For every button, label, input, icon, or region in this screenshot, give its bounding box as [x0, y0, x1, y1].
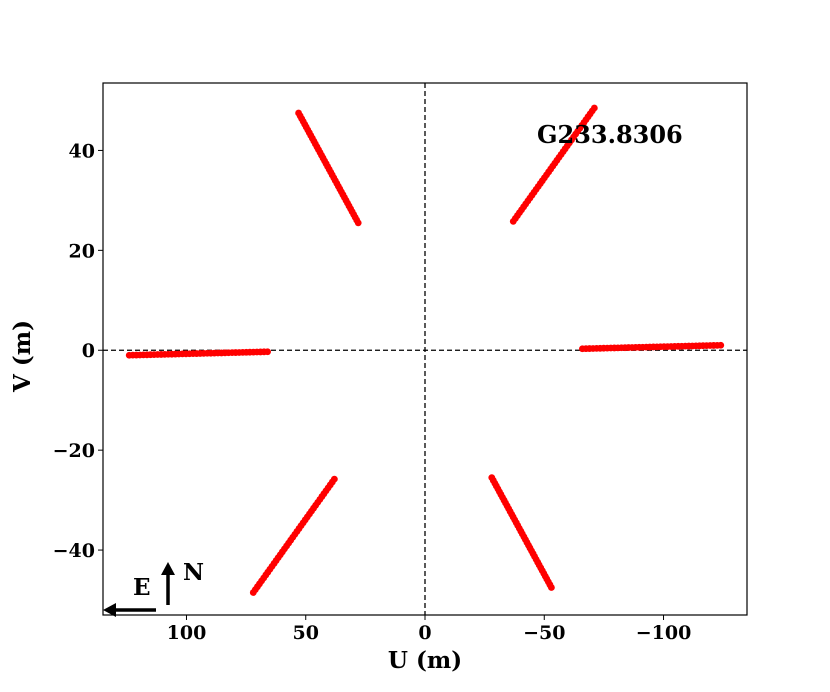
compass: E N	[103, 559, 204, 617]
x-tick-label: 100	[167, 622, 207, 644]
data-point	[264, 348, 271, 356]
plot-frame	[102, 82, 748, 616]
data-point	[330, 475, 338, 483]
north-arrow-head	[161, 562, 175, 575]
axis-ticks: 100 50 0 −50 −100 40 20 0 −20 −40	[53, 140, 692, 644]
x-tick-label: −100	[636, 622, 692, 644]
x-tick-label: 0	[418, 622, 431, 644]
east-arrow-head	[103, 603, 116, 617]
y-tick-label: 40	[69, 140, 95, 162]
east-label: E	[133, 574, 151, 601]
x-axis-label: U (m)	[388, 647, 462, 674]
north-label: N	[183, 559, 204, 586]
y-tick-label: 20	[69, 240, 95, 262]
x-tick-label: 50	[293, 622, 319, 644]
y-tick-label: −20	[53, 440, 95, 462]
y-tick-label: 0	[82, 340, 95, 362]
data-point	[717, 341, 725, 349]
y-axis-label: V (m)	[9, 320, 36, 393]
data-point	[548, 584, 555, 591]
data-point	[509, 217, 517, 225]
y-tick-label: −40	[53, 540, 95, 562]
source-annotation: G233.8306	[537, 120, 683, 149]
x-tick-label: −50	[523, 622, 565, 644]
data-point	[354, 219, 362, 227]
data-points	[125, 104, 725, 596]
